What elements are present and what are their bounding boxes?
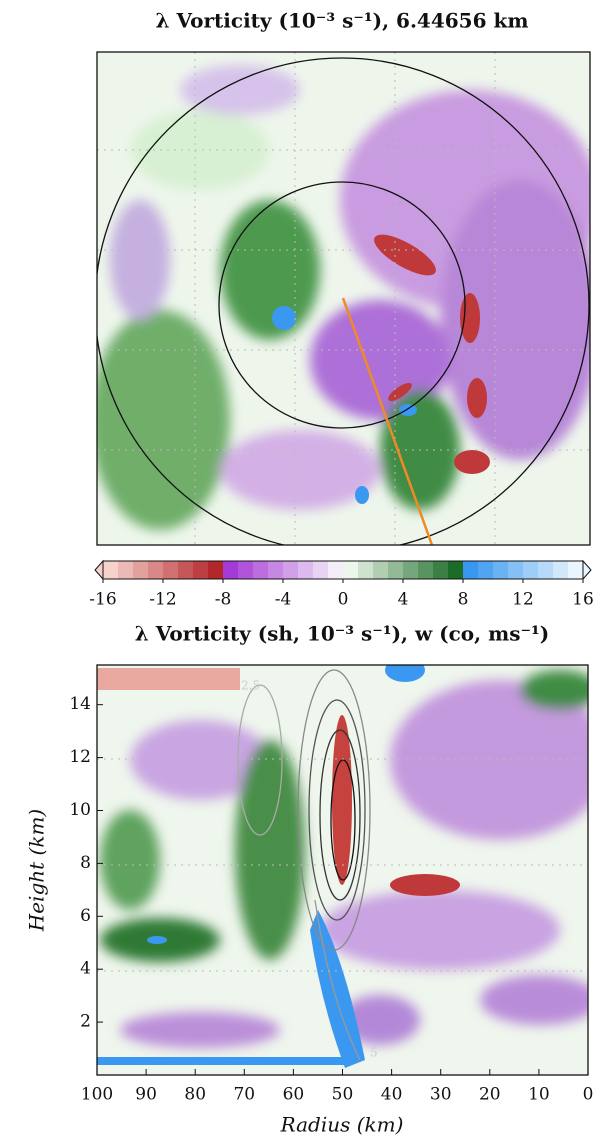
colorbar-tick-label: -4: [275, 590, 292, 610]
section-field: [97, 665, 588, 1075]
plot-frame: [96, 51, 591, 546]
colorbar-bin: [178, 561, 194, 579]
colorbar-bin: [538, 561, 554, 579]
bottom-title: λ Vorticity (sh, 10⁻³ s⁻¹), w (co, ms⁻¹): [135, 622, 550, 646]
colorbar-bin: [523, 561, 539, 579]
colorbar-bin: [373, 561, 389, 579]
colorbar-tick-label: -12: [149, 590, 176, 610]
x-tick-label: 20: [479, 1085, 501, 1105]
colorbar-bin: [103, 561, 119, 579]
x-tick-label: 40: [381, 1085, 403, 1105]
x-tick-label: 100: [81, 1085, 113, 1105]
colorbar-bin: [478, 561, 494, 579]
x-tick-label: 70: [233, 1085, 255, 1105]
y-tick-label: 4: [80, 959, 91, 979]
contour-label: 2.5: [241, 679, 260, 693]
colorbar-bin: [358, 561, 374, 579]
colorbar-tick-label: 16: [572, 590, 594, 610]
y-tick-label: 12: [69, 747, 91, 767]
colorbar-bin: [223, 561, 239, 579]
colorbar-bin: [283, 561, 299, 579]
colorbar-bin: [268, 561, 284, 579]
colorbar-bin: [148, 561, 164, 579]
colorbar-tick-label: 12: [512, 590, 534, 610]
colorbar-bin: [463, 561, 479, 579]
colorbar: -16 -12 -8 -4 0 4 8 12 16: [89, 559, 594, 610]
contour-label: 5: [370, 1046, 378, 1060]
colorbar-bin: [493, 561, 509, 579]
x-tick-label: 10: [528, 1085, 550, 1105]
colorbar-bin: [193, 561, 209, 579]
colorbar-bin: [433, 561, 449, 579]
colorbar-extend: [94, 559, 104, 581]
colorbar-tick-label: 4: [398, 590, 409, 610]
colorbar-bin: [313, 561, 329, 579]
x-tick-label: 80: [184, 1085, 206, 1105]
top-title: λ Vorticity (10⁻³ s⁻¹), 6.44656 km: [156, 9, 529, 33]
colorbar-bin: [133, 561, 149, 579]
colorbar-bin: [388, 561, 404, 579]
colorbar-bin: [118, 561, 134, 579]
y-tick-label: 6: [80, 906, 91, 926]
x-tick-label: 60: [283, 1085, 305, 1105]
colorbar-tick-label: 0: [338, 590, 349, 610]
colorbar-tick-label: 8: [458, 590, 469, 610]
colorbar-bin: [208, 561, 224, 579]
y-tick-label: 14: [69, 694, 91, 714]
y-axis-label: Height (km): [25, 809, 49, 932]
colorbar-bin: [403, 561, 419, 579]
plan-field: [97, 52, 590, 545]
x-tick-label: 0: [583, 1085, 594, 1105]
colorbar-bin: [448, 561, 464, 579]
colorbar-extend: [582, 559, 592, 581]
colorbar-bin: [553, 561, 569, 579]
x-axis-label: Radius (km): [280, 1113, 404, 1137]
x-tick-label: 90: [135, 1085, 157, 1105]
x-tick-label: 50: [332, 1085, 354, 1105]
y-tick-label: 2: [80, 1012, 91, 1032]
y-tick-label: 10: [69, 800, 91, 820]
colorbar-bin: [328, 561, 344, 579]
colorbar-bin: [568, 561, 584, 579]
colorbar-bin: [298, 561, 314, 579]
colorbar-bin: [163, 561, 179, 579]
colorbar-bin: [343, 561, 359, 579]
colorbar-tick-label: -16: [89, 590, 116, 610]
colorbar-tick-label: -8: [215, 590, 232, 610]
colorbar-bin: [508, 561, 524, 579]
y-tick-label: 8: [80, 853, 91, 873]
colorbar-bin: [253, 561, 269, 579]
x-tick-label: 30: [430, 1085, 452, 1105]
colorbar-bin: [238, 561, 254, 579]
colorbar-bin: [418, 561, 434, 579]
